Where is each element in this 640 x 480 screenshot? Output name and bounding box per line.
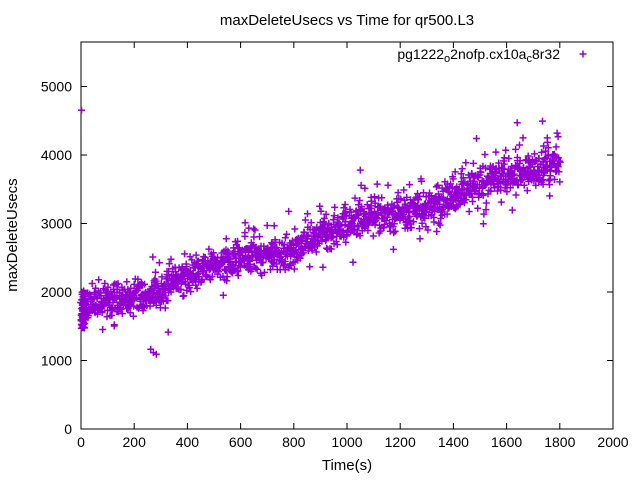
x-tick-label: 2000 — [597, 434, 628, 450]
x-axis-label: Time(s) — [322, 457, 372, 474]
x-tick-label: 1200 — [385, 434, 416, 450]
legend: pg1222o2nofp.cx10ac8r32 — [397, 46, 587, 65]
data-points — [77, 106, 564, 358]
x-tick-label: 200 — [123, 434, 147, 450]
legend-plus-marker-icon — [579, 50, 587, 58]
y-axis-label: maxDeleteUsecs — [4, 178, 21, 291]
y-tick-label: 5000 — [41, 79, 72, 95]
x-tick-label: 0 — [77, 434, 85, 450]
y-tick-label: 2000 — [41, 284, 72, 300]
x-tick-label: 1000 — [331, 434, 362, 450]
x-tick-label: 1400 — [438, 434, 469, 450]
x-tick-label: 400 — [176, 434, 200, 450]
x-tick-label: 1800 — [544, 434, 575, 450]
chart-title: maxDeleteUsecs vs Time for qr500.L3 — [220, 12, 474, 29]
x-tick-label: 600 — [229, 434, 253, 450]
legend-series-label: pg1222o2nofp.cx10ac8r32 — [397, 46, 560, 65]
y-tick-label: 3000 — [41, 216, 72, 232]
y-tick-label: 1000 — [41, 353, 72, 369]
axis-ticks: 0 200 400 600 800 1000 1200 1400 1600 1800 2000 0 10… — [41, 42, 629, 450]
y-tick-label: 0 — [64, 421, 72, 437]
x-tick-label: 800 — [282, 434, 306, 450]
x-tick-label: 1600 — [491, 434, 522, 450]
y-tick-label: 4000 — [41, 147, 72, 163]
